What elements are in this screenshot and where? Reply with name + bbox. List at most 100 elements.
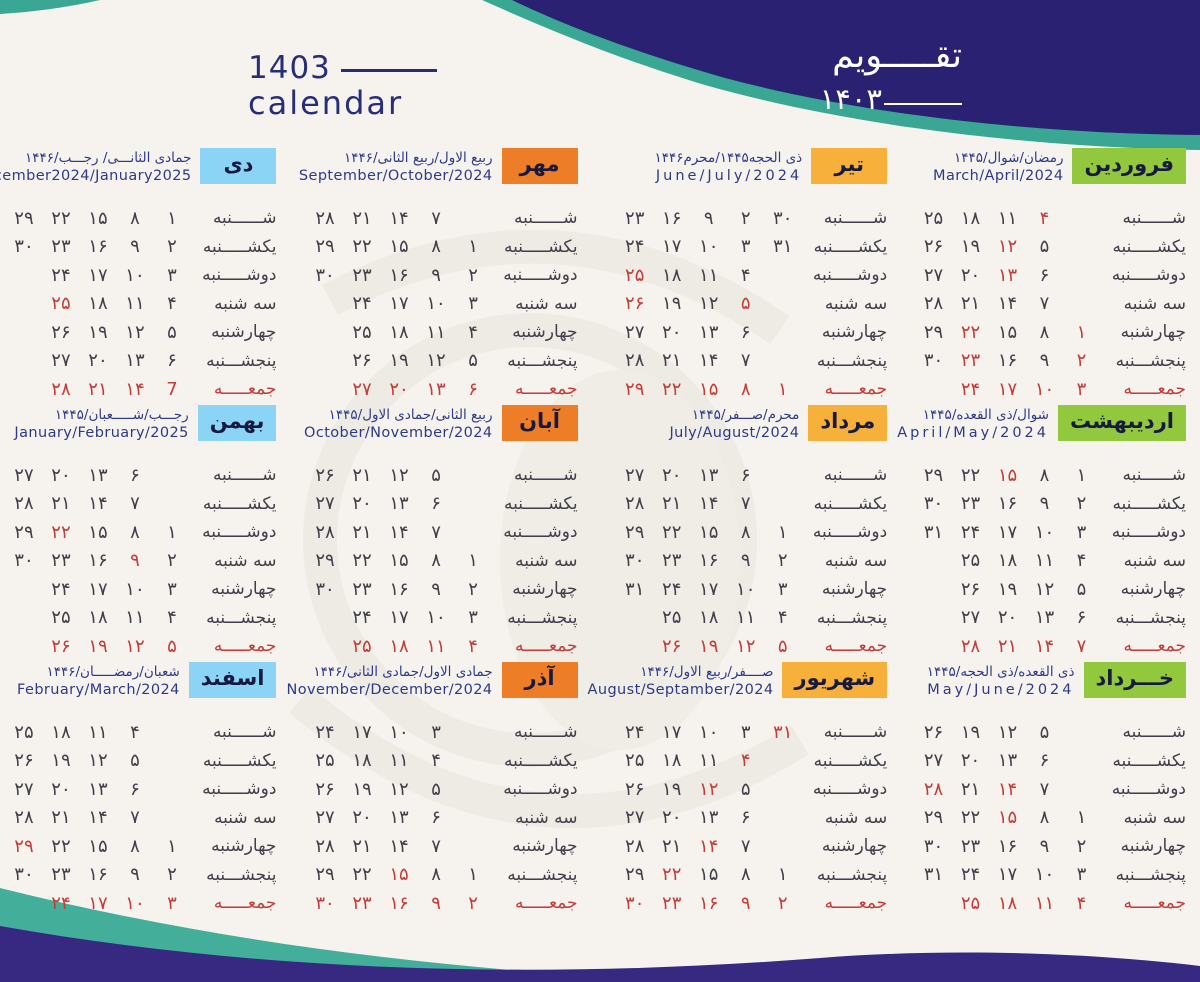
weekday-row: یکشـــــنبه ۴ ۱۱ ۱۸ ۲۵ — [286, 747, 577, 776]
day-cell: ۳۰ — [14, 550, 34, 572]
weekday-label: چهارشنبه — [512, 322, 578, 343]
day-cell: ۲۱ — [352, 835, 372, 857]
day-cell: ۱۱ — [1034, 550, 1055, 572]
day-cell: ۱۶ — [88, 236, 108, 258]
day-cell: ۶ — [431, 807, 441, 829]
weekday-row: پنجشـــنبه ۴ ۱۱ ۱۸ ۲۵ — [588, 604, 887, 633]
weekday-row: سه شنبه ۴ ۱۱ ۱۸ ۲۵ — [0, 290, 276, 319]
day-cell: ۲ — [468, 264, 478, 286]
day-cell: ۱۰ — [1034, 378, 1055, 400]
day-cell: ۱۷ — [389, 293, 409, 315]
weekday-row: سه شنبه ۷ ۱۴ ۲۱ ۲۸ — [897, 290, 1186, 319]
month-subheader: صــــفر/ربیع الاول/۱۴۴۶ August/Septamber… — [588, 662, 774, 700]
day-cell: ۳ — [740, 721, 751, 743]
day-cell: ۱۴ — [389, 207, 409, 229]
month-header: تیر ذی الحجه۱۴۴۵/محرم۱۴۴۶ June/July/2024 — [588, 148, 888, 200]
gregorian-months-label: December2024/January2025 — [0, 168, 192, 185]
day-cell: ۲۱ — [51, 493, 71, 515]
day-cell: ۷ — [740, 835, 751, 857]
day-cell: ۴ — [740, 264, 751, 286]
day-cell: ۱ — [468, 550, 478, 572]
weekday-row: سه شنبه ۱ ۸ ۱۵ ۲۲ ۲۹ — [286, 547, 577, 576]
day-cell: ۲۲ — [960, 464, 981, 486]
day-cell: ۳۱ — [773, 236, 793, 258]
weekday-row: پنجشـــنبه ۶ ۱۳ ۲۰ ۲۷ — [0, 347, 276, 376]
weekday-label: سه شنبه — [824, 293, 888, 314]
day-cell: ۷ — [1076, 635, 1087, 657]
day-cell: ۲۳ — [51, 864, 71, 886]
weekday-label: چهارشنبه — [1120, 579, 1186, 600]
weekday-row: یکشـــــنبه ۷ ۱۴ ۲۱ ۲۸ — [0, 490, 276, 519]
day-cell: ۹ — [740, 550, 751, 572]
day-cell: ۱۹ — [352, 778, 372, 800]
day-cell: ۱۹ — [960, 721, 981, 743]
day-cell: ۵ — [431, 464, 441, 486]
weekday-row: پنجشـــنبه ۲ ۹ ۱۶ ۲۳ ۳۰ — [897, 347, 1186, 376]
day-cell: ۳۰ — [315, 264, 335, 286]
day-cell: ۱۰ — [426, 607, 446, 629]
gregorian-months-label: May/June/2024 — [927, 682, 1075, 699]
day-cell: ۲۶ — [923, 236, 944, 258]
weekday-label: یکشـــــنبه — [1112, 236, 1186, 257]
day-cell: ۲۴ — [960, 864, 981, 886]
weekday-label: سه شنبه — [1123, 807, 1186, 828]
weekday-row: دوشـــــنبه ۷ ۱۴ ۲۱ ۲۸ — [286, 518, 577, 547]
weekday-label: شــــــنبه — [823, 208, 888, 229]
day-cell: ۹ — [431, 892, 441, 914]
day-cell: ۵ — [740, 293, 751, 315]
weekday-label: چهارشنبه — [1120, 322, 1186, 343]
weekday-row: شــــــنبه ۳۱ ۳ ۱۰ ۱۷ ۲۴ — [588, 718, 887, 747]
day-cell: ۱۰ — [389, 721, 409, 743]
day-cell: ۱۹ — [662, 293, 682, 315]
day-cell: ۲۹ — [14, 835, 34, 857]
day-cell: ۱۹ — [699, 635, 719, 657]
day-cell: ۱۰ — [1034, 521, 1055, 543]
day-cell: ۳۱ — [773, 721, 793, 743]
day-cell: ۳۰ — [923, 493, 944, 515]
day-cell: ۱۳ — [699, 321, 719, 343]
weekday-label: دوشـــــنبه — [202, 265, 277, 286]
weekday-label: سه شنبه — [515, 807, 578, 828]
title-year-row: ۱۴۰۳ — [820, 82, 962, 116]
day-cell: ۱۵ — [699, 864, 719, 886]
day-cell: ۲۴ — [315, 721, 335, 743]
month-rows: شــــــنبه ۳ ۱۰ ۱۷ ۲۴ یکشـــــنبه ۴ ۱۱ ۱۸ ۲۵ دوشــ… — [286, 718, 577, 918]
day-cell: ۱۸ — [997, 550, 1018, 572]
day-cell: ۲۸ — [923, 293, 944, 315]
day-cell: ۲۸ — [923, 778, 944, 800]
logo-year: 1403 — [248, 50, 331, 86]
day-cell: ۱۶ — [389, 264, 409, 286]
hijri-months-label: جمادی الثانـــی/ رجـــب/۱۴۴۶ — [25, 150, 192, 166]
day-cell: ۲۷ — [625, 321, 645, 343]
weekday-row: شــــــنبه ۳۰ ۲ ۹ ۱۶ ۲۳ — [588, 204, 888, 233]
day-cell: ۱۱ — [389, 750, 409, 772]
friday-row: جمعـــــه ۵ ۱۲ ۱۹ ۲۶ — [0, 632, 276, 661]
day-cell: ۲۴ — [662, 578, 682, 600]
weekday-label: چهارشنبه — [211, 836, 277, 857]
day-cell: ۲۶ — [625, 293, 645, 315]
weekday-label: چهارشنبه — [211, 322, 277, 343]
day-cell: ۱۲ — [699, 293, 719, 315]
month-rows: شــــــنبه ۱ ۸ ۱۵ ۲۲ ۲۹ یکشـــــنبه ۲ ۹ ۱۶ ۲۳ ۳۰ دوش… — [0, 204, 276, 404]
day-cell: ۲۶ — [923, 721, 944, 743]
day-cell: ۲۴ — [51, 578, 71, 600]
day-cell: ۷ — [130, 807, 140, 829]
day-cell: ۴ — [167, 293, 177, 315]
day-cell: ۱۸ — [960, 207, 981, 229]
month-header: اسفند شعبان/رمضـــــان/۱۴۴۶ February/Mar… — [0, 662, 277, 714]
day-cell: ۱۳ — [997, 750, 1018, 772]
day-cell: ۲۴ — [51, 892, 71, 914]
gregorian-months-label: February/March/2024 — [17, 682, 180, 699]
day-cell: ۲ — [167, 864, 177, 886]
day-cell: ۳۰ — [923, 350, 944, 372]
day-cell: ۲۷ — [315, 493, 335, 515]
weekday-label: دوشـــــنبه — [503, 779, 578, 800]
weekday-row: یکشـــــنبه ۲ ۹ ۱۶ ۲۳ ۳۰ — [897, 490, 1186, 519]
weekday-row: پنجشـــنبه ۱ ۸ ۱۵ ۲۲ ۲۹ — [588, 861, 887, 890]
day-cell: ۲۵ — [960, 892, 981, 914]
weekday-row: شــــــنبه ۱ ۸ ۱۵ ۲۲ ۲۹ — [897, 461, 1186, 490]
weekday-label: شــــــنبه — [823, 465, 888, 486]
day-cell: ۲۴ — [960, 521, 981, 543]
weekday-row: سه شنبه ۳ ۱۰ ۱۷ ۲۴ — [286, 290, 577, 319]
